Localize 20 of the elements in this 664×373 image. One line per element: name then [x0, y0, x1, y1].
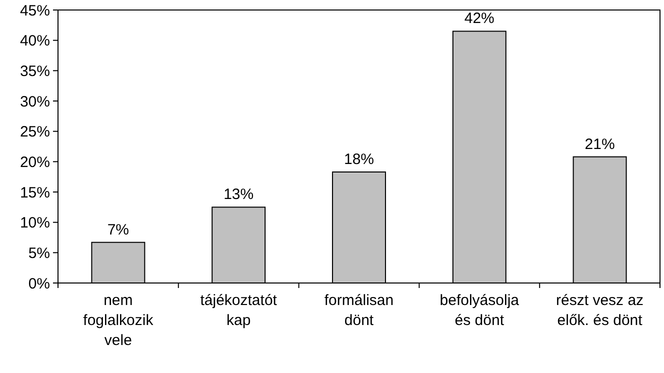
data-label: 13% [224, 186, 254, 204]
y-tick-label: 45% [20, 2, 50, 20]
y-tick-label: 15% [20, 184, 50, 202]
y-tick-label: 0% [28, 275, 50, 292]
y-tick-label: 5% [28, 244, 50, 262]
y-tick-label: 20% [20, 154, 50, 171]
x-tick-label: tájékoztatót kap [200, 292, 278, 329]
data-label: 21% [584, 136, 615, 153]
x-tick-label: befolyásolja és dönt [440, 292, 520, 329]
data-label: 42% [464, 10, 494, 28]
y-tick-label: 35% [20, 62, 50, 80]
x-tick-label: nem foglalkozik vele [83, 292, 154, 349]
y-tick-label: 30% [20, 93, 50, 110]
y-tick-label: 40% [20, 32, 50, 50]
x-tick-label: részt vesz az elők. és dönt [556, 292, 644, 329]
y-tick-label: 25% [20, 124, 50, 141]
data-label: 7% [107, 221, 130, 238]
data-label: 18% [344, 150, 374, 168]
y-tick-label: 10% [20, 214, 50, 232]
x-tick-label: formálisan dönt [324, 292, 394, 329]
